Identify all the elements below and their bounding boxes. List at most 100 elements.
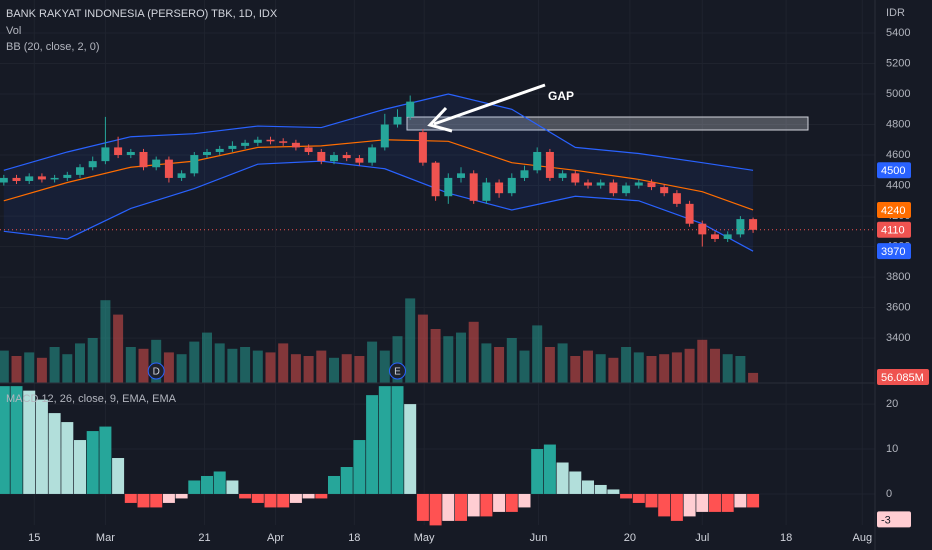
volume-bar — [557, 343, 568, 383]
macd-badge-bg — [877, 511, 911, 528]
x-tick-label: May — [414, 532, 435, 544]
macd-bar — [86, 431, 99, 494]
candle-body — [114, 147, 123, 156]
macd-bar — [213, 471, 226, 494]
macd-bar — [239, 493, 252, 499]
macd-bar — [518, 493, 531, 508]
volume-bar — [290, 354, 301, 383]
volume-bar — [252, 350, 263, 383]
candle-body — [558, 173, 567, 178]
volume-bar — [316, 350, 327, 383]
last-price-badge-bg — [877, 221, 911, 238]
volume-bar — [735, 356, 746, 383]
candle-body — [749, 219, 758, 230]
macd-bar — [607, 489, 620, 494]
macd-bar — [442, 493, 455, 521]
last-price-badge: 4110 — [881, 225, 905, 237]
volume-bar — [328, 357, 339, 383]
macd-bar — [581, 480, 594, 494]
candle-body — [329, 155, 338, 162]
volume-bar — [100, 300, 111, 383]
currency-label: IDR — [886, 7, 905, 19]
macd-bar — [480, 493, 493, 517]
candle-body — [583, 182, 592, 186]
macd-bar — [734, 493, 747, 508]
y2-tick-label: 20 — [886, 398, 898, 410]
volume-bar — [202, 332, 213, 383]
candle-body — [482, 182, 491, 201]
bb-basis-badge: 4240 — [881, 205, 905, 217]
volume-bar — [506, 338, 517, 383]
volume-bar — [430, 329, 441, 383]
candle-body — [380, 124, 389, 148]
candle-body — [215, 148, 224, 152]
macd-bar — [0, 386, 10, 494]
candle-body — [101, 147, 110, 162]
indicator-label: Vol — [6, 25, 21, 37]
x-tick-label: 18 — [780, 532, 792, 544]
bb-lower-badge: 3970 — [881, 246, 905, 258]
chart-title: BANK RAKYAT INDONESIA (PERSERO) TBK, 1D,… — [6, 8, 278, 20]
candle-body — [368, 147, 377, 163]
y2-tick-label: 0 — [886, 488, 892, 500]
candle-body — [406, 101, 415, 117]
volume-bar — [748, 372, 759, 383]
candle-body — [456, 173, 465, 178]
volume-bar — [75, 343, 86, 383]
macd-bar — [201, 475, 214, 494]
macd-bar — [658, 493, 671, 517]
macd-bar — [696, 493, 709, 512]
candle-body — [520, 170, 529, 178]
macd-bar — [454, 493, 467, 521]
candle-body — [571, 173, 580, 183]
macd-bar — [531, 449, 544, 494]
volume-bar — [417, 314, 428, 383]
y-tick-label: 4600 — [886, 149, 910, 161]
volume-bar — [151, 339, 162, 383]
volume-bar — [341, 354, 352, 383]
candle-body — [291, 142, 300, 148]
indicator-label: BB (20, close, 2, 0) — [6, 41, 100, 53]
candle-body — [152, 159, 161, 168]
candle-body — [266, 139, 275, 142]
x-tick-label: Jul — [695, 532, 709, 544]
macd-bar — [708, 493, 721, 512]
bb-basis-badge-bg — [877, 201, 911, 218]
candle-body — [37, 176, 46, 180]
candle-body — [25, 176, 34, 181]
x-tick-label: Mar — [96, 532, 115, 544]
annotation: GAP — [548, 89, 574, 103]
volume-bar — [392, 336, 403, 383]
volume-bar — [494, 347, 505, 383]
candle-body — [660, 187, 669, 194]
macd-bar — [112, 458, 125, 494]
macd-bar — [188, 480, 201, 494]
x-tick-label: 15 — [28, 532, 40, 544]
candle-body — [228, 145, 237, 149]
macd-bar — [543, 444, 556, 494]
x-tick-label: Aug — [853, 532, 873, 544]
volume-bar — [519, 350, 530, 383]
macd-bar — [569, 471, 582, 494]
volume-bar — [646, 356, 657, 383]
candle-body — [495, 182, 504, 194]
macd-bar — [277, 493, 290, 508]
candle-body — [685, 203, 694, 224]
candle-body — [672, 193, 681, 204]
volume-bar — [87, 338, 98, 383]
candle-body — [76, 167, 85, 175]
y-tick-label: 3800 — [886, 271, 910, 283]
volume-bar — [633, 352, 644, 383]
candle-body — [88, 161, 97, 168]
candle-body — [609, 182, 618, 194]
volume-bar — [265, 352, 276, 383]
macd-bar — [594, 484, 607, 494]
macd-bar — [493, 493, 506, 512]
candle-body — [431, 162, 440, 197]
candle-body — [393, 116, 402, 125]
volume-bar — [367, 341, 378, 383]
volume-bar — [532, 325, 543, 383]
macd-bar — [353, 440, 366, 494]
candle-body — [647, 182, 656, 188]
macd-bar — [137, 493, 150, 508]
